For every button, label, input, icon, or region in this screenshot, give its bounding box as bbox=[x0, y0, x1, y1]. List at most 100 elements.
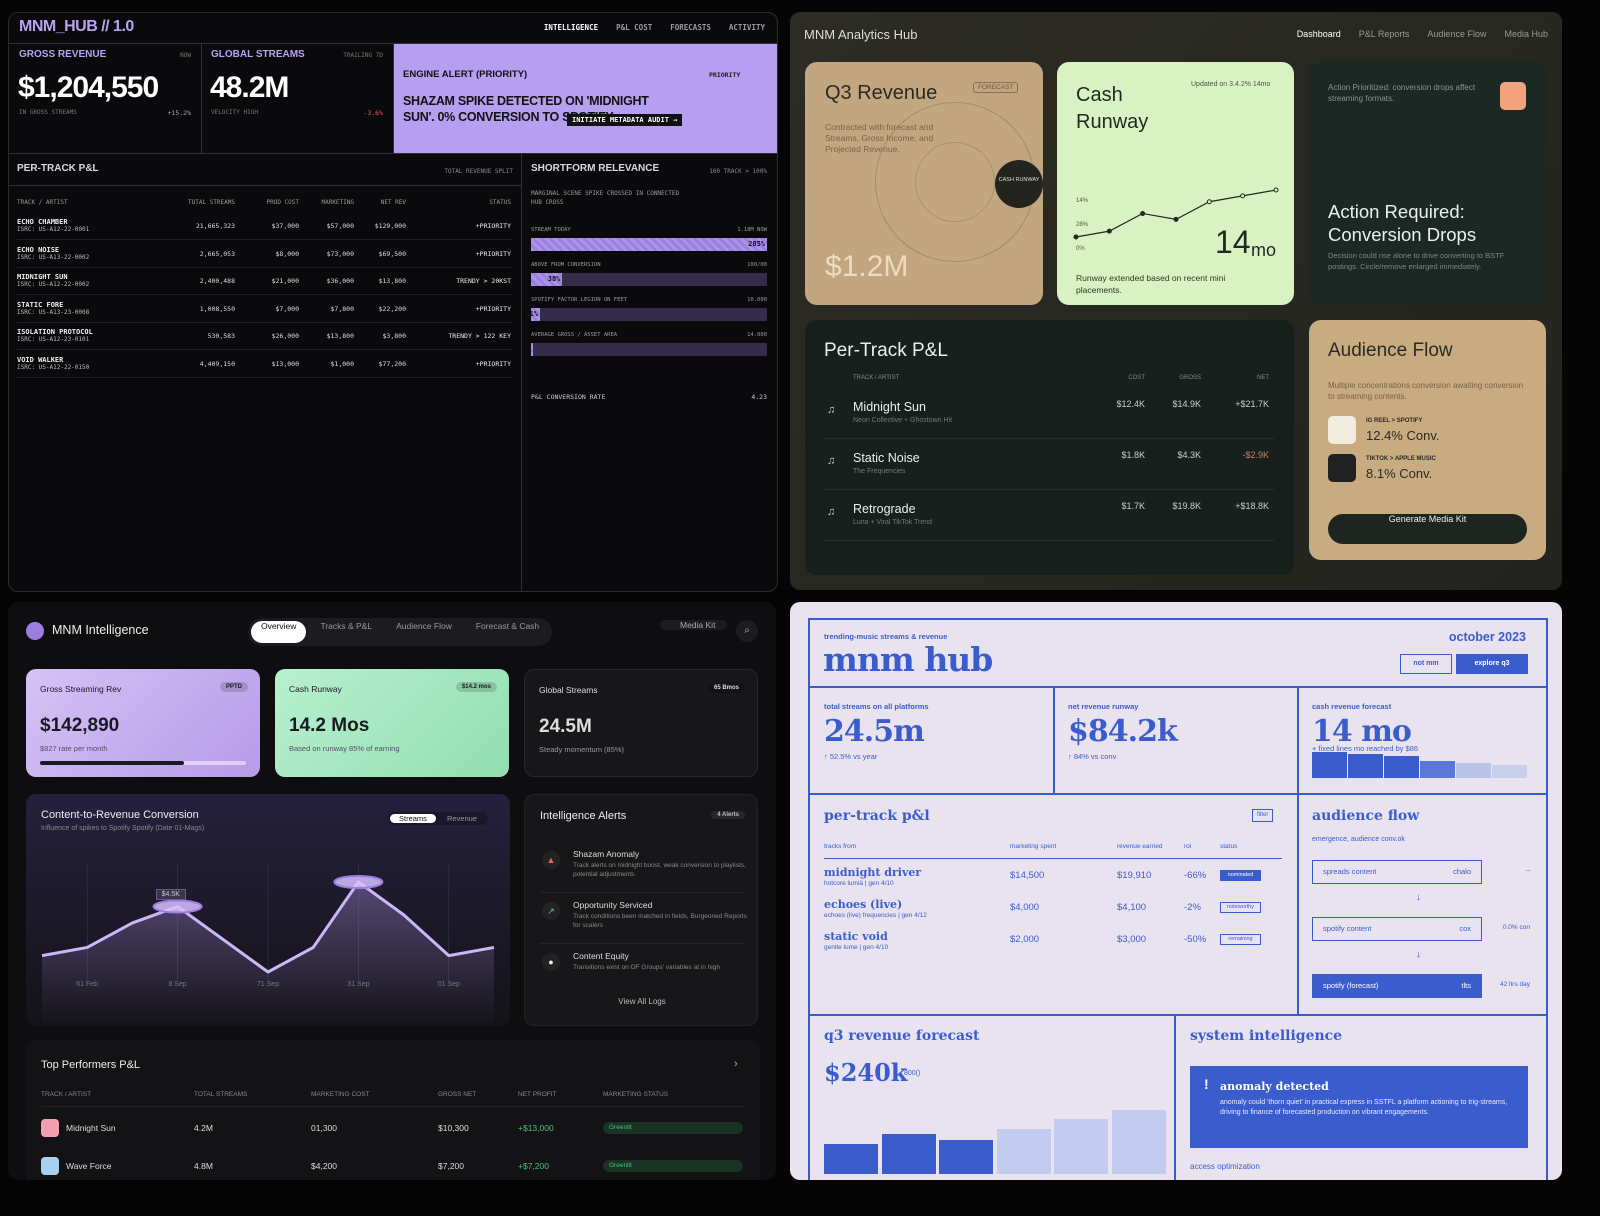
q3-card: Q3 Revenue FORECAST Contracted with foreca… bbox=[805, 62, 1043, 305]
nav-item[interactable]: FORECASTS bbox=[670, 23, 711, 32]
arrow: ↓ bbox=[1416, 892, 1421, 903]
card-value: $1.2M bbox=[825, 250, 909, 283]
flow-step: spotify (forecast) tlts bbox=[1312, 974, 1482, 998]
cell: 2,400,488 bbox=[199, 277, 235, 285]
side-note: MARGINAL SCENE SPIKE CROSSED IN CONNECTE… bbox=[531, 190, 680, 206]
track-artist: The Frequencies bbox=[853, 468, 906, 475]
alert-title: Opportunity Serviced bbox=[573, 900, 653, 910]
glow bbox=[333, 875, 384, 889]
axis-label: 0% bbox=[1076, 246, 1085, 252]
row-divider bbox=[17, 376, 513, 378]
cell: +PRIORITY bbox=[475, 249, 511, 258]
column-header: PROD COST bbox=[266, 199, 299, 206]
media-button[interactable]: Media Kit bbox=[660, 620, 728, 630]
cell: TRENDY > 20KST bbox=[456, 277, 511, 285]
tab[interactable]: Audience Flow bbox=[396, 621, 452, 631]
cell: $7,800 bbox=[330, 304, 354, 313]
runway-point bbox=[1273, 187, 1279, 193]
card-title: Action Required: Conversion Drops bbox=[1328, 201, 1477, 245]
step-label: spotify (forecast) bbox=[1323, 981, 1379, 990]
track-isrc: ISRC: US-A12-23-0101 bbox=[17, 336, 90, 343]
divider bbox=[808, 793, 1548, 795]
cell: 530,583 bbox=[207, 332, 235, 340]
forecast-value: $240k bbox=[824, 1058, 908, 1087]
row-divider bbox=[540, 892, 744, 893]
card-value: 14 bbox=[1215, 224, 1251, 260]
alert-desc: Transitions exist on OF Groups' variable… bbox=[573, 964, 720, 971]
bar bbox=[531, 273, 563, 286]
flow-label: TIKTOK > APPLE MUSIC bbox=[1366, 456, 1436, 462]
cell: +$7,200 bbox=[518, 1161, 549, 1171]
brand: MNM Intelligence bbox=[52, 623, 149, 637]
button[interactable]: Generate Media Kit bbox=[1328, 514, 1527, 544]
column-header: marketing spent bbox=[1010, 843, 1057, 850]
track-artist: Neon Collective + Ghostown Hit bbox=[853, 417, 953, 424]
cell: 01,300 bbox=[311, 1123, 337, 1133]
table-card: Top Performers P&L › TRACK / ARTIST TOTAL S… bbox=[26, 1040, 760, 1180]
track-isrc: ISRC: US-A12-22-0150 bbox=[17, 363, 90, 371]
track-isrc: ISRC: US-A13-22-0002 bbox=[17, 253, 90, 261]
column-header: GROSS bbox=[1179, 375, 1201, 381]
track-name: Retrograde bbox=[853, 502, 916, 516]
runway-point bbox=[1173, 216, 1179, 222]
cell: +PRIORITY bbox=[475, 359, 511, 368]
nav-item[interactable]: Media Hub bbox=[1504, 29, 1548, 39]
bar bbox=[996, 1129, 1051, 1174]
cell: 21,665,323 bbox=[195, 222, 235, 230]
track-name: ISOLATION PROTOCOL bbox=[17, 328, 93, 336]
bar bbox=[824, 1144, 878, 1174]
cell: $21,000 bbox=[271, 277, 299, 285]
tab[interactable]: Overview bbox=[251, 621, 307, 643]
alert-icon: ● bbox=[542, 953, 560, 971]
x-tick-label: 71 Sep bbox=[256, 981, 280, 988]
bar bbox=[1312, 752, 1347, 778]
bar bbox=[1348, 754, 1383, 778]
axis-label: 28% bbox=[1076, 222, 1089, 228]
tab[interactable]: Tracks & P&L bbox=[320, 621, 373, 631]
cell: $12.4K bbox=[1116, 399, 1145, 409]
button[interactable]: explore q3 bbox=[1456, 654, 1528, 674]
alert-desc: Track alerts on midnight boost, weak con… bbox=[573, 862, 746, 878]
column-header: TOTAL STREAMS bbox=[194, 1091, 248, 1098]
card-unit: mo bbox=[1251, 240, 1277, 260]
row-divider bbox=[824, 489, 1274, 490]
step-note: 0.0% con bbox=[1502, 924, 1530, 931]
nav-item[interactable]: Audience Flow bbox=[1427, 29, 1487, 39]
toggle[interactable]: Streams bbox=[390, 814, 436, 823]
cell: $1.7K bbox=[1121, 501, 1145, 511]
bar-label: SPOTIFY FACTOR LEGION ON FEET bbox=[531, 297, 628, 303]
nav-item[interactable]: P&L COST bbox=[616, 23, 653, 32]
cell: +PRIORITY bbox=[475, 222, 511, 230]
button[interactable]: not mm bbox=[1400, 654, 1452, 674]
toggle[interactable]: Revenue bbox=[446, 814, 477, 823]
terminal-dashboard: MNM_HUB // 1.0 INTELLIGENCE P&L COST FORECA… bbox=[8, 12, 778, 592]
column-header: roi bbox=[1184, 843, 1192, 850]
nav-item[interactable]: Dashboard bbox=[1296, 29, 1341, 39]
alert-button[interactable]: INITIATE METADATA AUDIT → bbox=[567, 114, 683, 126]
nav-item[interactable]: P&L Reports bbox=[1358, 29, 1410, 39]
bar bbox=[531, 238, 767, 251]
alert-icon: ↗ bbox=[542, 902, 560, 920]
alert-title: anomaly detected bbox=[1220, 1080, 1329, 1093]
track-name: VOID WALKER bbox=[17, 355, 64, 364]
column-header: NET REV bbox=[380, 199, 406, 206]
cell: $4.3K bbox=[1177, 450, 1201, 460]
track-isrc: ISRC: US-A12-22-0001 bbox=[17, 226, 90, 233]
tab[interactable]: Forecast & Cash bbox=[475, 621, 540, 631]
cell: 1,008,550 bbox=[199, 304, 235, 313]
kpi-badge: PPTD bbox=[219, 682, 248, 692]
status-box: nominated bbox=[1220, 870, 1261, 881]
nav-item[interactable]: ACTIVITY bbox=[728, 23, 765, 32]
filter-tag[interactable]: filter bbox=[1252, 809, 1274, 822]
link[interactable]: View All Logs bbox=[618, 997, 666, 1006]
cell: $57,000 bbox=[326, 222, 354, 230]
flow-label: IG REEL > SPOTIFY bbox=[1366, 418, 1423, 424]
x-tick-label: 8 Sep bbox=[168, 981, 187, 988]
swatch bbox=[41, 1157, 59, 1175]
cell: Wave Force bbox=[66, 1161, 112, 1171]
divider bbox=[824, 858, 1282, 859]
bar-label: AVERAGE GROSS / ASSET AREA bbox=[531, 332, 618, 338]
card-note: Updated on 3.4.2% 14mo bbox=[1191, 81, 1271, 88]
x-tick-label: 31 Sep bbox=[347, 981, 370, 988]
nav-item[interactable]: INTELLIGENCE bbox=[543, 23, 599, 32]
